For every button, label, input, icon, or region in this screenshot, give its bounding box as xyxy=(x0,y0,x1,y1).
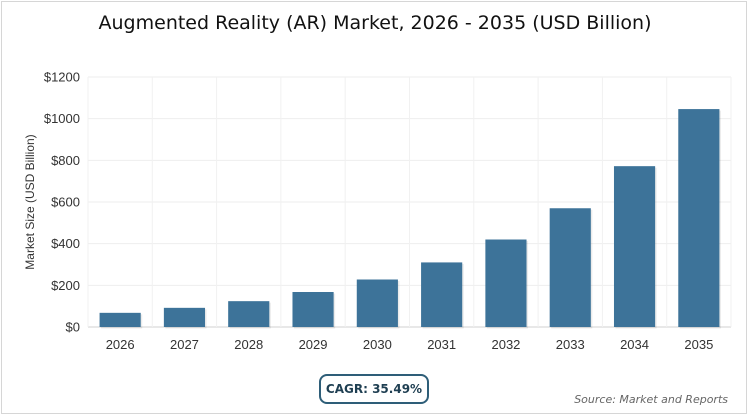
bar-2030 xyxy=(356,279,398,327)
x-tick-label: 2035 xyxy=(684,337,713,352)
y-tick-label: $200 xyxy=(51,278,80,293)
bar-2029 xyxy=(292,292,334,327)
bar-2028 xyxy=(228,301,270,327)
chart-title: Augmented Reality (AR) Market, 2026 - 20… xyxy=(98,12,652,34)
y-tick-label: $600 xyxy=(51,195,80,210)
bar-2035 xyxy=(678,109,720,327)
x-tick-label: 2030 xyxy=(363,337,392,352)
source-note: Source: Market and Reports xyxy=(574,393,728,406)
y-tick-label: $0 xyxy=(66,320,80,335)
x-tick-label: 2034 xyxy=(620,337,649,352)
bar-2032 xyxy=(485,239,527,327)
x-tick-label: 2028 xyxy=(234,337,263,352)
cagr-badge: CAGR: 35.49% xyxy=(319,374,429,404)
bar-2031 xyxy=(421,262,463,327)
x-tick-label: 2031 xyxy=(427,337,456,352)
bar-2034 xyxy=(613,166,656,327)
grid-lines xyxy=(87,76,732,328)
y-tick-label: $1000 xyxy=(44,111,80,126)
x-tick-label: 2032 xyxy=(491,337,520,352)
bar-2027 xyxy=(163,307,206,327)
x-tick-label: 2033 xyxy=(556,337,585,352)
y-tick-label: $400 xyxy=(51,236,80,251)
y-axis-title: Market Size (USD Billion) xyxy=(23,134,37,269)
x-tick-label: 2027 xyxy=(170,337,199,352)
y-tick-label: $800 xyxy=(51,153,80,168)
bars xyxy=(99,109,721,329)
y-tick-label: $1200 xyxy=(44,70,80,85)
bar-2026 xyxy=(99,312,141,327)
y-axis-ticks: $0 $200 $400 $600 $800 $1000 $1200 xyxy=(44,70,80,335)
x-axis-ticks: 2026 2027 2028 2029 2030 2031 2032 2033 2034 2035 xyxy=(106,337,714,352)
x-tick-label: 2029 xyxy=(299,337,328,352)
bar-2033 xyxy=(549,208,591,327)
x-tick-label: 2026 xyxy=(106,337,135,352)
